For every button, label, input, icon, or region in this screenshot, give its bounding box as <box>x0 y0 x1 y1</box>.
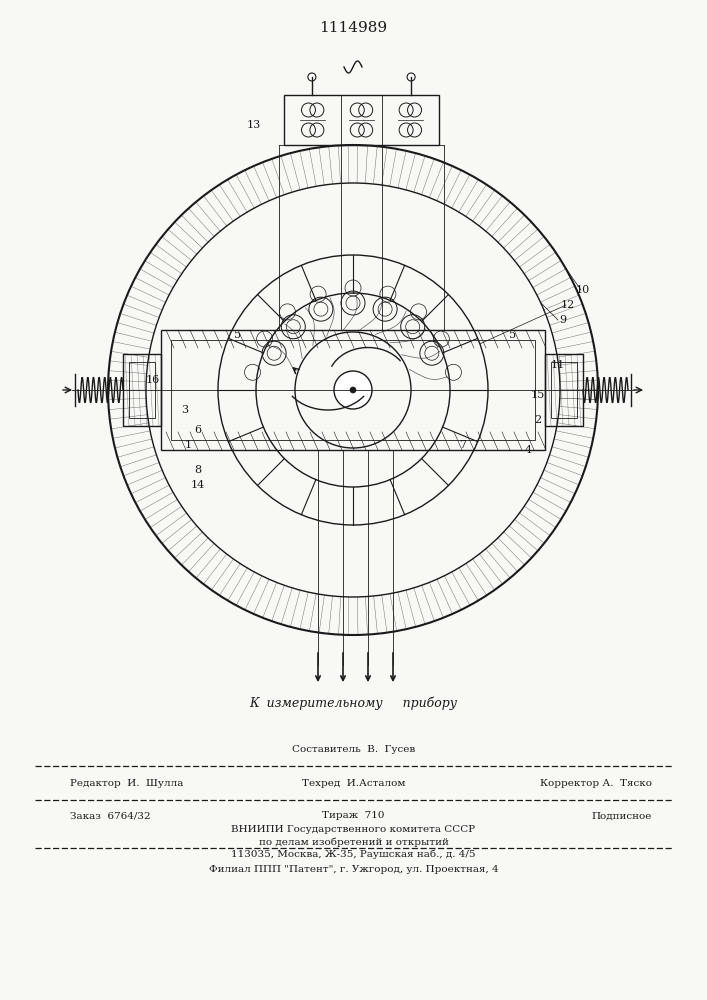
Text: 15: 15 <box>531 390 545 400</box>
Circle shape <box>308 73 316 81</box>
Circle shape <box>350 387 356 393</box>
Text: по делам изобретений и открытий: по делам изобретений и открытий <box>259 837 448 847</box>
Text: Техред  И.Асталом: Техред И.Асталом <box>302 778 405 788</box>
Text: 9: 9 <box>559 315 566 325</box>
Text: 4: 4 <box>525 445 532 455</box>
Text: 5: 5 <box>235 330 242 340</box>
Circle shape <box>334 371 372 409</box>
Text: 7: 7 <box>460 440 467 450</box>
Text: 2: 2 <box>534 415 542 425</box>
Text: 1114989: 1114989 <box>320 21 387 35</box>
Text: 8: 8 <box>194 465 201 475</box>
Bar <box>129 362 155 418</box>
Text: 13: 13 <box>247 120 261 130</box>
Text: 14: 14 <box>191 480 205 490</box>
Text: Корректор А.  Тяско: Корректор А. Тяско <box>540 778 652 788</box>
Text: 113035, Москва, Ж-35, Раушская наб., д. 4/5: 113035, Москва, Ж-35, Раушская наб., д. … <box>231 849 476 859</box>
Circle shape <box>407 73 415 81</box>
Text: К  измерительному     прибору: К измерительному прибору <box>249 697 457 710</box>
Text: 11: 11 <box>551 360 565 370</box>
Bar <box>551 362 577 418</box>
Bar <box>284 95 439 145</box>
Text: Подписное: Подписное <box>592 812 652 820</box>
Text: Филиал ППП "Патент", г. Ужгород, ул. Проектная, 4: Филиал ППП "Патент", г. Ужгород, ул. Про… <box>209 865 498 874</box>
Text: 12: 12 <box>561 300 575 310</box>
Text: ВНИИПИ Государственного комитета СССР: ВНИИПИ Государственного комитета СССР <box>231 826 476 834</box>
Text: 5: 5 <box>510 330 517 340</box>
Bar <box>123 354 161 426</box>
Text: Заказ  6764/32: Заказ 6764/32 <box>70 812 151 820</box>
Text: Составитель  В.  Гусев: Составитель В. Гусев <box>292 746 415 754</box>
Bar <box>545 354 583 426</box>
Bar <box>161 330 545 450</box>
Bar <box>171 340 535 440</box>
Text: 16: 16 <box>146 375 160 385</box>
Text: 1: 1 <box>185 440 192 450</box>
Text: 6: 6 <box>194 425 201 435</box>
Text: 3: 3 <box>182 405 189 415</box>
Text: Тираж  710: Тираж 710 <box>322 812 385 820</box>
Text: Редактор  И.  Шулла: Редактор И. Шулла <box>70 778 183 788</box>
Text: 10: 10 <box>576 285 590 295</box>
